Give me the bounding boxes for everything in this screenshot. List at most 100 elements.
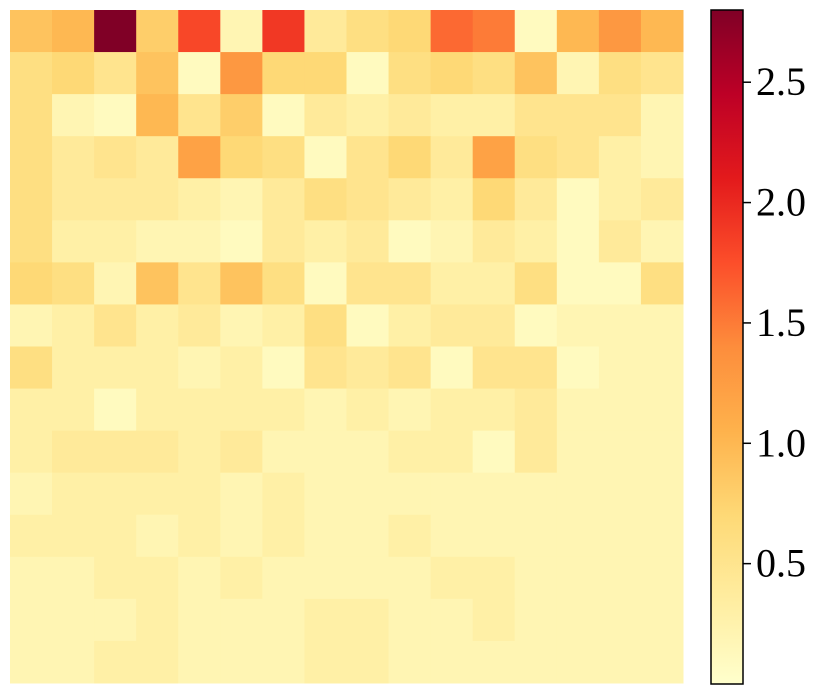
heatmap-cell: [52, 220, 95, 263]
heatmap-cell: [94, 262, 137, 305]
heatmap-cell: [304, 598, 348, 642]
heatmap-cell: [262, 10, 305, 53]
heatmap-cell: [514, 388, 558, 432]
heatmap-cell: [640, 304, 684, 348]
heatmap-cell: [52, 94, 95, 137]
heatmap-cell: [52, 10, 95, 53]
heatmap-cell: [472, 10, 516, 53]
colorbar-tick-label: 1.0: [756, 420, 806, 465]
heatmap-cell: [304, 514, 348, 558]
heatmap-cell: [178, 472, 221, 516]
heatmap-cell: [178, 388, 221, 432]
colorbar: 0.5 1.0 1.5 2.0 2.5: [710, 9, 806, 685]
heatmap-cell: [346, 94, 390, 137]
heatmap-cell: [346, 556, 390, 600]
colorbar-tick-label: 0.5: [756, 541, 806, 586]
heatmap-cell: [52, 430, 95, 474]
heatmap-cell: [304, 220, 348, 263]
heatmap-cell: [304, 640, 348, 684]
heatmap-cell: [178, 94, 221, 137]
heatmap-cell: [598, 640, 642, 684]
heatmap-cell: [178, 430, 221, 474]
heatmap-cell: [136, 346, 179, 390]
heatmap-cell: [514, 640, 558, 684]
heatmap-cell: [94, 304, 137, 348]
heatmap-cell: [10, 430, 53, 474]
heatmap-cell: [94, 94, 137, 137]
heatmap-cell: [346, 514, 390, 558]
heatmap-cell: [388, 220, 432, 263]
heatmap-cell: [304, 52, 348, 95]
heatmap-cell: [10, 304, 53, 348]
heatmap-cell: [472, 598, 516, 642]
heatmap-cell: [262, 52, 305, 95]
heatmap-cell: [430, 640, 474, 684]
heatmap-cell: [430, 514, 474, 558]
heatmap-cell: [262, 514, 305, 558]
heatmap-cell: [94, 556, 137, 600]
heatmap-cell: [430, 388, 474, 432]
heatmap-cell: [598, 304, 642, 348]
colorbar-ticks: 0.5 1.0 1.5 2.0 2.5: [743, 59, 806, 586]
heatmap-cell: [136, 388, 179, 432]
heatmap-cell: [556, 346, 600, 390]
heatmap-cell: [220, 262, 263, 305]
heatmap-cell: [556, 94, 600, 137]
heatmap-cell: [304, 94, 348, 137]
heatmap-cell: [472, 346, 516, 390]
heatmap-cell: [472, 178, 516, 221]
colorbar-gradient: [710, 9, 744, 685]
heatmap-cell: [52, 262, 95, 305]
heatmap-cell: [640, 178, 684, 221]
heatmap-cell: [94, 472, 137, 516]
heatmap-cell: [52, 304, 95, 348]
heatmap-cell: [514, 472, 558, 516]
heatmap-cell: [262, 640, 305, 684]
heatmap-cell: [10, 10, 53, 53]
heatmap-cell: [94, 136, 137, 179]
heatmap-cell: [430, 598, 474, 642]
heatmap-cell: [388, 514, 432, 558]
heatmap-cell: [430, 556, 474, 600]
heatmap-cell: [346, 598, 390, 642]
heatmap-cell: [556, 136, 600, 179]
heatmap-cell: [388, 52, 432, 95]
heatmap-cell: [94, 514, 137, 558]
heatmap-cell: [640, 346, 684, 390]
heatmap-cell: [10, 514, 53, 558]
heatmap-cell: [430, 472, 474, 516]
heatmap-cell: [640, 388, 684, 432]
heatmap-cell: [304, 304, 348, 348]
heatmap-cell: [430, 430, 474, 474]
heatmap-cell: [598, 598, 642, 642]
heatmap-cell: [178, 304, 221, 348]
heatmap-cell: [556, 178, 600, 221]
heatmap-cell: [514, 304, 558, 348]
heatmap-cell: [262, 598, 305, 642]
heatmap-cell: [52, 136, 95, 179]
heatmap-cell: [136, 52, 179, 95]
heatmap-cell: [52, 52, 95, 95]
heatmap-cell: [346, 136, 390, 179]
heatmap-cell: [304, 136, 348, 179]
heatmap-cell: [178, 598, 221, 642]
heatmap-cell: [52, 640, 95, 684]
heatmap-cell: [178, 178, 221, 221]
heatmap-cell: [220, 388, 263, 432]
heatmap-cell: [10, 52, 53, 95]
heatmap-cell: [136, 220, 179, 263]
heatmap-cell: [10, 346, 53, 390]
heatmap-cell: [598, 472, 642, 516]
heatmap-cell: [178, 514, 221, 558]
heatmap-cell: [514, 220, 558, 263]
heatmap-cell: [52, 472, 95, 516]
heatmap-cell: [10, 136, 53, 179]
heatmap-cell: [640, 514, 684, 558]
heatmap-cell: [346, 52, 390, 95]
heatmap-cell: [136, 10, 179, 53]
heatmap-cell: [472, 304, 516, 348]
heatmap-cell: [52, 598, 95, 642]
heatmap-cell: [10, 472, 53, 516]
heatmap-cell: [178, 346, 221, 390]
